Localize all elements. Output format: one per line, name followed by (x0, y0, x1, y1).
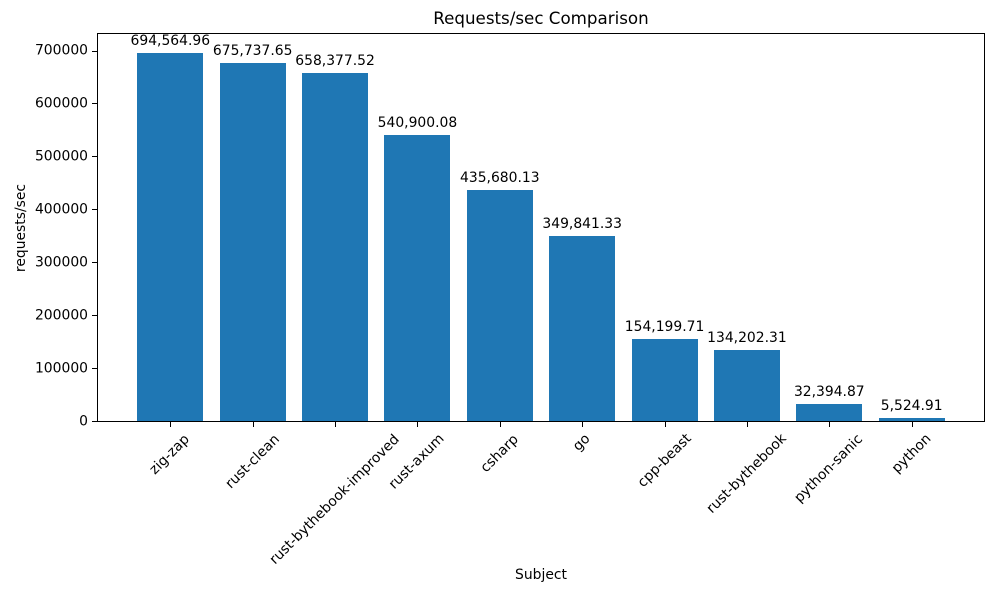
x-axis-label: Subject (515, 567, 567, 583)
bar-value-label: 349,841.33 (542, 215, 622, 232)
bar-rust-clean (219, 63, 286, 421)
bar-python-sanic (796, 403, 863, 421)
bar-go (549, 235, 616, 421)
bar-csharp (466, 190, 533, 421)
x-tick-mark (746, 422, 748, 427)
y-tick-label: 400000 (34, 201, 88, 218)
y-tick-mark (92, 262, 97, 264)
bar-python (878, 418, 945, 421)
x-tick-label-rust-clean: rust-clean (222, 431, 283, 492)
x-tick-mark (170, 422, 172, 427)
x-tick-label-python-sanic: python-sanic (791, 431, 867, 506)
y-tick-mark (92, 103, 97, 105)
bar-rust-bythebook-improved (302, 72, 368, 421)
bar-rust-axum (384, 134, 451, 421)
x-tick-label-csharp: csharp (477, 431, 522, 476)
y-tick-mark (92, 209, 97, 211)
x-tick-mark (664, 422, 666, 427)
y-axis-label: requests/sec (13, 183, 29, 273)
y-tick-label: 100000 (34, 360, 88, 377)
x-tick-mark (335, 422, 337, 427)
x-tick-label-rust-bythebook: rust-bythebook (703, 431, 790, 518)
y-tick-label: 300000 (34, 254, 88, 271)
x-tick-mark (582, 422, 584, 427)
y-tick-label: 600000 (34, 95, 88, 112)
bar-value-label: 435,680.13 (460, 170, 540, 187)
bar-value-label: 675,737.65 (212, 43, 293, 60)
x-tick-mark (499, 422, 501, 427)
x-tick-label-python: python (888, 431, 935, 477)
x-tick-mark (829, 422, 831, 427)
y-tick-mark (92, 368, 97, 370)
bar-value-label: 658,377.52 (295, 52, 375, 69)
x-tick-label-cpp-beast: cpp-beast (634, 431, 695, 492)
y-tick-mark (92, 421, 97, 422)
y-tick-label: 500000 (34, 148, 88, 165)
bar-value-label: 694,564.96 (130, 33, 211, 50)
x-tick-label-zig-zap: zig-zap (146, 431, 194, 478)
y-tick-label: 700000 (34, 42, 88, 59)
bar-rust-bythebook (713, 349, 780, 421)
x-tick-label-rust-bythebook-improved: rust-bythebook-improved (266, 431, 403, 568)
x-tick-mark (252, 422, 254, 427)
bar-value-label: 5,524.91 (880, 398, 943, 415)
bar-cpp-beast (631, 339, 698, 421)
chart-title: Requests/sec Comparison (433, 8, 649, 28)
x-tick-mark (417, 422, 419, 427)
x-tick-mark (911, 422, 913, 427)
bar-zig-zap (137, 53, 204, 421)
bar-value-label: 154,199.71 (624, 319, 705, 336)
y-tick-label: 0 (79, 413, 88, 429)
y-tick-mark (92, 50, 97, 52)
bar-value-label: 134,202.31 (707, 329, 787, 346)
y-tick-mark (92, 315, 97, 317)
y-tick-label: 200000 (34, 307, 88, 324)
x-tick-label-go: go (570, 430, 594, 455)
bar-value-label: 32,394.87 (793, 383, 865, 400)
bar-value-label: 540,900.08 (377, 114, 458, 131)
y-tick-mark (92, 156, 97, 158)
